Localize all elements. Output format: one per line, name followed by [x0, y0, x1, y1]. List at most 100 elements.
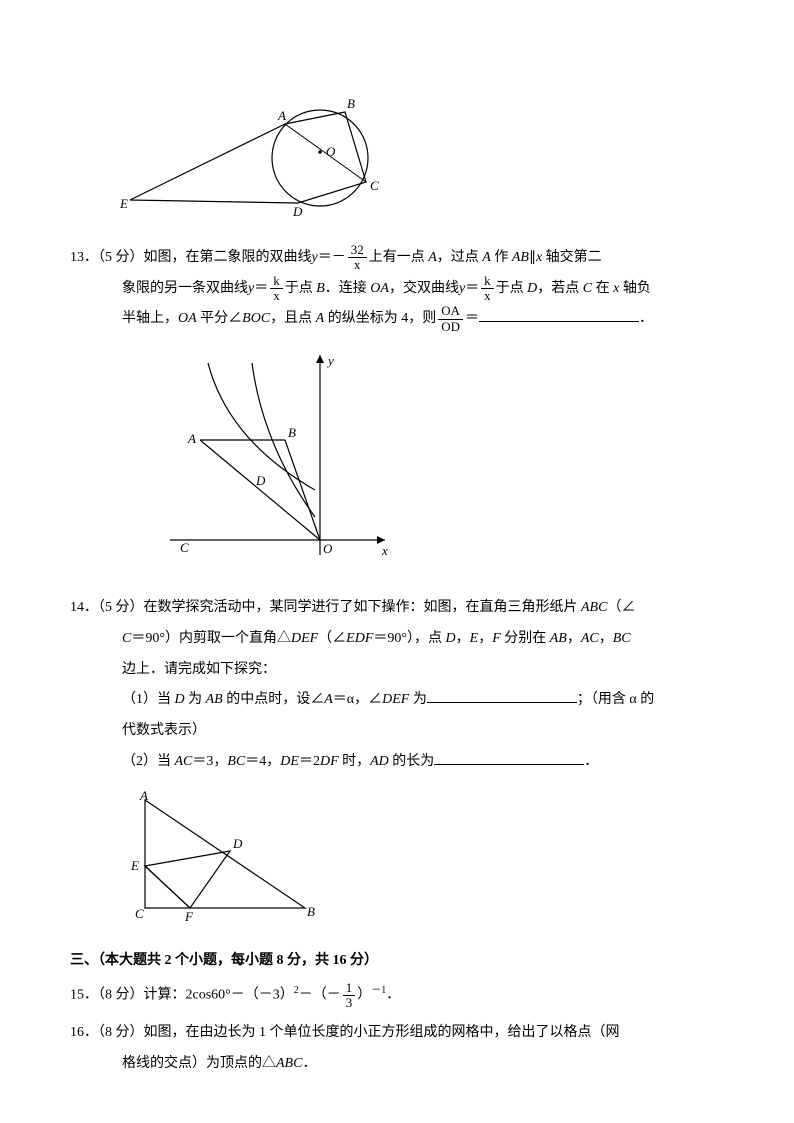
q13-frac2b: kx — [481, 274, 494, 304]
q13-t12: 在 — [592, 281, 613, 296]
q14-E: E — [470, 631, 479, 646]
q12-svg: O A B C D E — [110, 90, 400, 220]
q14-t1: 在数学探究活动中，某同学进行了如下操作：如图，在直角三角形纸片 — [144, 600, 582, 615]
section-3-header: 三、（本大题共 2 个小题，每小题 8 分，共 16 分） — [70, 946, 724, 977]
q14-D2: D — [175, 692, 185, 707]
q14-blank2 — [434, 751, 584, 765]
label-F14: F — [184, 909, 194, 923]
q13-frac2: kx — [270, 274, 283, 304]
q13-y3: y — [459, 281, 465, 296]
figure-q13: y x O A B D C — [160, 345, 724, 583]
q14-c3: ， — [567, 631, 581, 646]
q13-t11: ，若点 — [537, 281, 583, 296]
q13-OA2: OA — [178, 311, 197, 326]
q16-l2: 格线的交点）为顶点的△ — [122, 1056, 276, 1071]
q16-period: ． — [302, 1056, 316, 1071]
q14-p1d: ＝α，∠ — [333, 692, 382, 707]
q14-svg: A B C D E F — [125, 788, 320, 923]
q13-par: ∥ — [529, 250, 536, 265]
q14-period: ． — [584, 754, 598, 769]
q13-A1: A — [428, 250, 437, 265]
q14-number: 14． — [70, 600, 98, 615]
q13-t17: 的纵坐标为 4，则 — [324, 311, 436, 326]
q16-l1: 如图，在由边长为 1 个单位长度的小正方形组成的网格中，给出了以格点（网 — [144, 1025, 620, 1040]
q14-points: （5 分） — [98, 600, 144, 615]
problem-15: 15．（8 分）计算：2cos60°－（－3）2－（－13）－1． — [70, 980, 724, 1011]
label-E: E — [119, 196, 128, 211]
q13-t8: ．连接 — [325, 281, 371, 296]
q14-DEF: DEF — [291, 631, 318, 646]
figure-q12: O A B C D E — [110, 90, 724, 233]
q13-BOC: BOC — [242, 311, 270, 326]
problem-13: 13．（5 分）如图，在第二象限的双曲线y＝－32x上有一点 A，过点 A 作 … — [70, 243, 724, 335]
q14-p1e: 为 — [409, 692, 427, 707]
q13-frac3: OAOD — [438, 304, 463, 334]
q13-line2: 象限的另一条双曲线y＝kx于点 B．连接 OA，交双曲线y＝kx于点 D，若点 … — [70, 274, 724, 305]
label-A13: A — [187, 431, 196, 446]
q13-t14: 半轴上， — [122, 311, 178, 326]
q14-D: D — [446, 631, 456, 646]
q13-points: （5 分） — [98, 250, 144, 265]
q14-p1b: 为 — [185, 692, 206, 707]
q14-DF: DF — [320, 754, 339, 769]
q13-t4: 作 — [491, 250, 512, 265]
label-D13: D — [255, 473, 266, 488]
q13-t2: 上有一点 — [369, 250, 429, 265]
q16-ABC: ABC — [276, 1056, 302, 1071]
q13-t9: ，交双曲线 — [389, 281, 459, 296]
q14-A: A — [324, 692, 333, 707]
q13-OA1: OA — [370, 281, 389, 296]
q16-number: 16． — [70, 1025, 98, 1040]
q14-part1: （1）当 D 为 AB 的中点时，设∠A＝α，∠DEF 为；（用含 α 的 — [70, 685, 724, 716]
q14-p2c: ＝4， — [245, 754, 280, 769]
q13-period: ． — [639, 311, 653, 326]
q14-line2: C＝90°）内剪取一个直角△DEF（∠EDF＝90°），点 D，E，F 分别在 … — [70, 624, 724, 655]
q13-blank — [479, 308, 639, 322]
label-C: C — [370, 178, 379, 193]
q14-BC2: BC — [227, 754, 245, 769]
q13-line3: 半轴上，OA 平分∠BOC，且点 A 的纵坐标为 4，则OAOD＝． — [70, 304, 724, 335]
problem-14: 14．（5 分）在数学探究活动中，某同学进行了如下操作：如图，在直角三角形纸片 … — [70, 593, 724, 778]
q13-t15: 平分∠ — [197, 311, 243, 326]
label-D14: D — [232, 836, 243, 851]
q14-DEF2: DEF — [382, 692, 409, 707]
label-O: O — [323, 541, 333, 556]
q14-DE: DE — [280, 754, 299, 769]
q14-C: C — [122, 631, 131, 646]
q13-t16: ，且点 — [270, 311, 316, 326]
q13-A2: A — [482, 250, 491, 265]
q14-BC: BC — [613, 631, 631, 646]
problem-16: 16．（8 分）如图，在由边长为 1 个单位长度的小正方形组成的网格中，给出了以… — [70, 1018, 724, 1080]
q14-p1g: 代数式表示） — [122, 723, 206, 738]
q15-ta: 计算：2cos60°－（－3） — [144, 988, 294, 1003]
q13-A3: A — [316, 311, 325, 326]
q15-tc: ） — [357, 988, 371, 1003]
q14-t4: （∠ — [318, 631, 346, 646]
q14-p2e: 时， — [339, 754, 371, 769]
q14-AB2: AB — [206, 692, 223, 707]
label-E14: E — [130, 858, 139, 873]
q14-p2f: 的长为 — [389, 754, 435, 769]
label-D: D — [292, 204, 303, 219]
q13-number: 13． — [70, 250, 98, 265]
q13-D: D — [527, 281, 537, 296]
q13-t5: 轴交第二 — [542, 250, 602, 265]
q14-c1: ， — [456, 631, 470, 646]
q14-c4: ， — [599, 631, 613, 646]
label-A: A — [277, 108, 286, 123]
q14-AD: AD — [370, 754, 389, 769]
label-C13: C — [180, 540, 189, 555]
q13-frac1: 32x — [348, 243, 367, 273]
label-x: x — [381, 543, 388, 558]
q14-p1a: （1）当 — [122, 692, 175, 707]
q15-number: 15． — [70, 988, 98, 1003]
q14-t6: 分别在 — [501, 631, 550, 646]
q14-AB: AB — [550, 631, 567, 646]
q14-c2: ， — [478, 631, 492, 646]
q13-svg: y x O A B D C — [160, 345, 400, 570]
q15-period: ． — [386, 988, 400, 1003]
q13-t7: 于点 — [285, 281, 317, 296]
label-B13: B — [288, 425, 296, 440]
q15-tb: －（－ — [299, 988, 341, 1003]
q14-part1b-line: 代数式表示） — [70, 716, 724, 747]
